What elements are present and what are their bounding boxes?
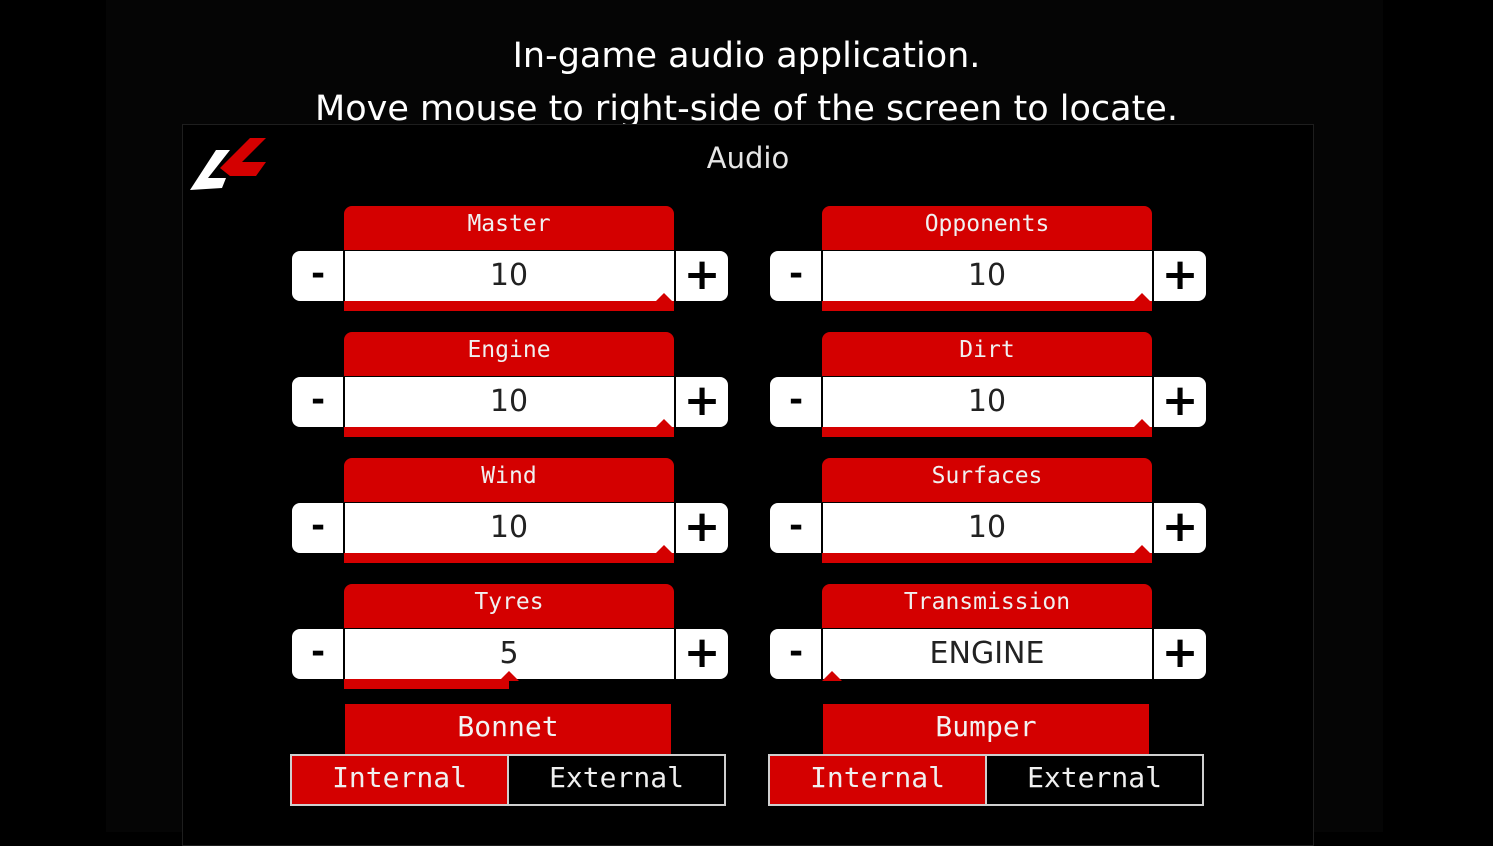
transmission-label: Transmission xyxy=(822,584,1152,628)
wind-track[interactable] xyxy=(344,545,674,563)
tyres-value: 5 xyxy=(344,629,674,679)
master-track[interactable] xyxy=(344,293,674,311)
caption-line-2: Move mouse to right-side of the screen t… xyxy=(315,89,1178,129)
bumper-option-internal[interactable]: Internal xyxy=(770,756,985,804)
wind-value: 10 xyxy=(344,503,674,553)
surfaces-thumb[interactable] xyxy=(1132,545,1152,555)
tyres-track[interactable] xyxy=(344,671,674,689)
surfaces-label: Surfaces xyxy=(822,458,1152,502)
surfaces-track[interactable] xyxy=(822,545,1152,563)
surfaces-slider: Surfaces - 10 + xyxy=(770,458,1206,568)
opponents-slider: Opponents - 10 + xyxy=(770,206,1206,316)
dirt-value: 10 xyxy=(822,377,1152,427)
surfaces-value: 10 xyxy=(822,503,1152,553)
opponents-plus-button[interactable]: + xyxy=(1154,251,1206,301)
engine-fill xyxy=(344,427,674,437)
master-slider: Master - 10 + xyxy=(292,206,728,316)
opponents-minus-button[interactable]: - xyxy=(770,251,822,301)
wind-thumb[interactable] xyxy=(654,545,674,555)
master-thumb[interactable] xyxy=(654,293,674,303)
master-plus-button[interactable]: + xyxy=(676,251,728,301)
wind-minus-button[interactable]: - xyxy=(292,503,344,553)
bonnet-toggle: Bonnet Internal External xyxy=(290,704,726,808)
master-minus-button[interactable]: - xyxy=(292,251,344,301)
caption-line-1: In-game audio application. xyxy=(512,36,981,76)
engine-slider: Engine - 10 + xyxy=(292,332,728,442)
surfaces-plus-button[interactable]: + xyxy=(1154,503,1206,553)
bonnet-label: Bonnet xyxy=(345,704,671,754)
opponents-label: Opponents xyxy=(822,206,1152,250)
bonnet-option-internal[interactable]: Internal xyxy=(292,756,507,804)
wind-slider: Wind - 10 + xyxy=(292,458,728,568)
transmission-plus-button[interactable]: + xyxy=(1154,629,1206,679)
transmission-track[interactable] xyxy=(822,671,1152,689)
bumper-toggle: Bumper Internal External xyxy=(768,704,1204,808)
master-label: Master xyxy=(344,206,674,250)
dirt-fill xyxy=(822,427,1152,437)
transmission-minus-button[interactable]: - xyxy=(770,629,822,679)
engine-thumb[interactable] xyxy=(654,419,674,429)
master-fill xyxy=(344,301,674,311)
tyres-thumb[interactable] xyxy=(499,671,519,681)
dirt-track[interactable] xyxy=(822,419,1152,437)
dirt-slider: Dirt - 10 + xyxy=(770,332,1206,442)
tyres-label: Tyres xyxy=(344,584,674,628)
wind-plus-button[interactable]: + xyxy=(676,503,728,553)
bumper-label: Bumper xyxy=(823,704,1149,754)
master-value: 10 xyxy=(344,251,674,301)
ac-logo-icon xyxy=(190,138,266,190)
dirt-minus-button[interactable]: - xyxy=(770,377,822,427)
opponents-fill xyxy=(822,301,1152,311)
engine-value: 10 xyxy=(344,377,674,427)
engine-minus-button[interactable]: - xyxy=(292,377,344,427)
opponents-thumb[interactable] xyxy=(1132,293,1152,303)
transmission-thumb[interactable] xyxy=(822,671,842,681)
engine-label: Engine xyxy=(344,332,674,376)
surfaces-fill xyxy=(822,553,1152,563)
opponents-value: 10 xyxy=(822,251,1152,301)
panel-title: Audio xyxy=(706,141,790,175)
transmission-slider: Transmission - ENGINE + xyxy=(770,584,1206,694)
dirt-plus-button[interactable]: + xyxy=(1154,377,1206,427)
engine-track[interactable] xyxy=(344,419,674,437)
dirt-thumb[interactable] xyxy=(1132,419,1152,429)
wind-label: Wind xyxy=(344,458,674,502)
surfaces-minus-button[interactable]: - xyxy=(770,503,822,553)
bumper-option-external[interactable]: External xyxy=(985,756,1202,804)
dirt-label: Dirt xyxy=(822,332,1152,376)
tyres-fill xyxy=(344,679,509,689)
transmission-value: ENGINE xyxy=(822,629,1152,679)
wind-fill xyxy=(344,553,674,563)
engine-plus-button[interactable]: + xyxy=(676,377,728,427)
tyres-minus-button[interactable]: - xyxy=(292,629,344,679)
tyres-slider: Tyres - 5 + xyxy=(292,584,728,694)
opponents-track[interactable] xyxy=(822,293,1152,311)
bonnet-option-external[interactable]: External xyxy=(507,756,724,804)
tyres-plus-button[interactable]: + xyxy=(676,629,728,679)
